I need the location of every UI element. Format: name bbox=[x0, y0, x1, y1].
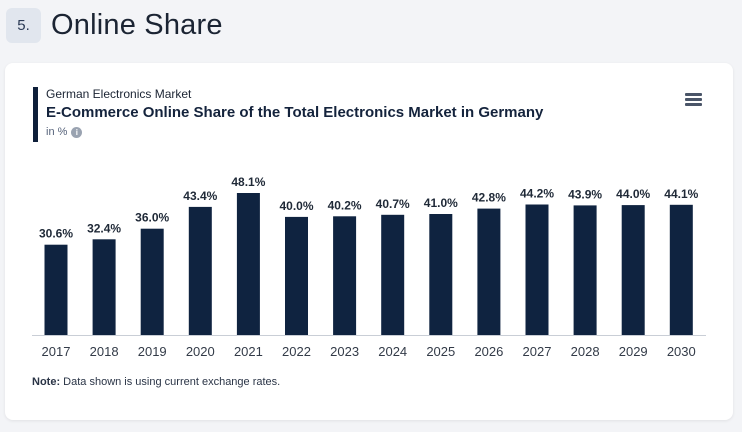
chart-card: German Electronics Market E-Commerce Onl… bbox=[5, 63, 733, 420]
bar-2028[interactable] bbox=[573, 205, 597, 335]
bar-2026[interactable] bbox=[477, 208, 501, 335]
data-label-2018: 32.4% bbox=[87, 221, 121, 235]
bar-2029[interactable] bbox=[621, 205, 645, 335]
data-label-2029: 44.0% bbox=[616, 187, 650, 201]
section-header: 5. Online Share bbox=[6, 8, 223, 43]
x-tick-label-2028: 2028 bbox=[571, 344, 600, 359]
x-tick-label-2022: 2022 bbox=[282, 344, 311, 359]
bar-2019[interactable] bbox=[140, 228, 164, 335]
chart-note: Note: Data shown is using current exchan… bbox=[32, 376, 280, 388]
hamburger-menu-icon[interactable] bbox=[685, 93, 702, 106]
data-label-2024: 40.7% bbox=[376, 197, 410, 211]
x-tick-label-2017: 2017 bbox=[42, 344, 71, 359]
x-tick-label-2026: 2026 bbox=[474, 344, 503, 359]
note-text: Data shown is using current exchange rat… bbox=[60, 376, 281, 388]
data-label-2017: 30.6% bbox=[39, 227, 73, 241]
x-tick-label-2019: 2019 bbox=[138, 344, 167, 359]
section-number-badge: 5. bbox=[6, 8, 41, 43]
x-tick-label-2023: 2023 bbox=[330, 344, 359, 359]
data-label-2025: 41.0% bbox=[424, 196, 458, 210]
data-label-2026: 42.8% bbox=[472, 191, 506, 205]
x-tick-label-2027: 2027 bbox=[523, 344, 552, 359]
bar-2021[interactable] bbox=[236, 193, 260, 335]
data-label-2020: 43.4% bbox=[183, 189, 217, 203]
data-label-2019: 36.0% bbox=[135, 211, 169, 225]
chart-subtitle: German Electronics Market bbox=[46, 87, 192, 101]
unit-label: in % bbox=[46, 126, 68, 138]
data-label-2022: 40.0% bbox=[279, 199, 313, 213]
x-tick-label-2020: 2020 bbox=[186, 344, 215, 359]
bar-2030[interactable] bbox=[669, 204, 693, 335]
x-tick-label-2021: 2021 bbox=[234, 344, 263, 359]
x-tick-label-2024: 2024 bbox=[378, 344, 407, 359]
section-title: Online Share bbox=[51, 9, 223, 41]
chart-unit: in % i bbox=[46, 126, 83, 138]
x-tick-label-2029: 2029 bbox=[619, 344, 648, 359]
title-accent-bar bbox=[33, 87, 38, 142]
bar-2023[interactable] bbox=[333, 216, 357, 335]
bar-2018[interactable] bbox=[92, 239, 116, 335]
note-label: Note: bbox=[32, 376, 61, 388]
bar-2024[interactable] bbox=[381, 214, 405, 335]
bar-2017[interactable] bbox=[44, 244, 68, 335]
x-tick-label-2018: 2018 bbox=[90, 344, 119, 359]
data-label-2023: 40.2% bbox=[328, 198, 362, 212]
bar-2022[interactable] bbox=[285, 216, 308, 335]
data-label-2030: 44.1% bbox=[664, 187, 698, 201]
x-tick-label-2030: 2030 bbox=[667, 344, 696, 359]
info-icon[interactable]: i bbox=[71, 126, 83, 138]
bar-2027[interactable] bbox=[525, 204, 549, 336]
chart-title: E-Commerce Online Share of the Total Ele… bbox=[46, 104, 544, 121]
bar-2025[interactable] bbox=[429, 214, 453, 335]
bar-chart: 30.6% 2017 32.4% 2018 36.0% 2019 43.4% 2020 48.1… bbox=[32, 175, 706, 359]
bar-2020[interactable] bbox=[188, 206, 212, 335]
data-label-2028: 43.9% bbox=[568, 187, 602, 201]
data-label-2021: 48.1% bbox=[231, 175, 265, 189]
data-label-2027: 44.2% bbox=[520, 187, 554, 201]
x-tick-label-2025: 2025 bbox=[426, 344, 455, 359]
